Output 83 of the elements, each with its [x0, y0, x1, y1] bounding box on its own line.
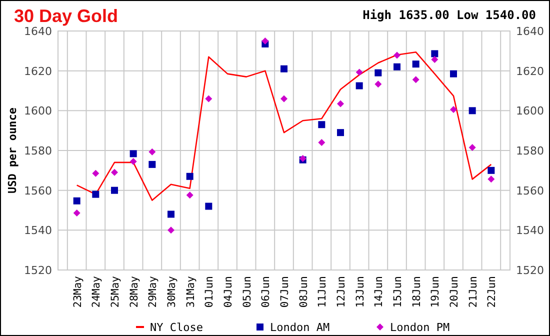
- x-tick-label: 08Jun: [298, 276, 310, 308]
- point: [111, 168, 118, 176]
- point: [92, 190, 100, 198]
- point: [205, 95, 212, 102]
- x-tick-label: 01Jun: [204, 276, 216, 308]
- x-tick-label: 06Jun: [260, 276, 272, 308]
- point: [130, 158, 137, 165]
- x-tick-label: 25May: [110, 276, 122, 308]
- x-tick-label: 29May: [147, 276, 160, 308]
- point: [280, 95, 288, 102]
- point: [73, 210, 80, 217]
- y2-tick-label: 1640: [516, 25, 544, 38]
- legend-label: London AM: [270, 321, 330, 334]
- point: [318, 139, 326, 146]
- chart-title: 30 Day Gold: [14, 6, 118, 26]
- point: [488, 176, 495, 183]
- x-tick-label: 30May: [166, 276, 178, 308]
- point: [111, 186, 118, 194]
- x-tick-label: 14Jun: [373, 276, 386, 308]
- legend-label: NY Close: [150, 321, 203, 334]
- point: [374, 69, 382, 76]
- point: [130, 150, 137, 158]
- y-tick-label: 1580: [24, 144, 52, 158]
- y2-tick-label: 1600: [516, 104, 544, 118]
- point: [374, 80, 382, 88]
- y-tick-label: 1540: [24, 224, 52, 238]
- x-tick-label: 13Jun: [354, 276, 366, 308]
- point: [280, 65, 288, 72]
- line-series: [76, 51, 492, 201]
- point: [337, 100, 344, 108]
- y2-tick-label: 1520: [516, 264, 544, 277]
- point: [337, 129, 344, 136]
- point: [356, 68, 363, 76]
- x-tick-label: 24May: [90, 276, 103, 308]
- point: [394, 63, 400, 70]
- chart-subtitle: High 1635.00 Low 1540.00: [362, 8, 536, 22]
- x-tick-label: 22Jun: [486, 276, 498, 308]
- y-axis-title: USD per ounce: [6, 107, 19, 194]
- point: [168, 210, 174, 218]
- point: [205, 202, 212, 210]
- x-tick-label: 31May: [184, 276, 197, 308]
- point: [450, 106, 457, 113]
- x-tick-label: 07Jun: [279, 276, 291, 308]
- legend-label: London PM: [390, 321, 450, 334]
- y2-tick-label: 1580: [516, 144, 544, 158]
- point: [450, 70, 457, 78]
- point: [356, 82, 363, 90]
- point: [394, 52, 400, 59]
- point: [186, 172, 194, 180]
- point: [468, 107, 476, 114]
- point: [412, 76, 420, 84]
- x-tick-label: 05Jun: [241, 276, 254, 308]
- y-tick-label: 1600: [24, 104, 52, 118]
- x-tick-label: 04Jun: [222, 276, 234, 308]
- point: [431, 50, 438, 58]
- y-tick-label: 1620: [24, 64, 52, 78]
- x-tick-label: 15Jun: [392, 276, 404, 308]
- point: [148, 160, 156, 168]
- y2-tick-label: 1620: [516, 64, 544, 78]
- x-tick-label: 19Jun: [430, 276, 442, 308]
- point: [92, 170, 100, 177]
- x-tick-label: 20Jun: [448, 276, 460, 308]
- point: [412, 60, 420, 68]
- point: [488, 166, 495, 174]
- y-tick-label: 1520: [24, 264, 52, 277]
- x-tick-label: 23May: [72, 276, 84, 308]
- x-tick-label: 12Jun: [336, 276, 348, 308]
- point: [318, 121, 326, 128]
- y2-tick-label: 1560: [516, 184, 544, 198]
- x-tick-label: 11Jun: [316, 276, 329, 308]
- x-tick-label: 18Jun: [410, 276, 423, 308]
- point: [468, 144, 476, 152]
- x-tick-label: 21Jun: [467, 276, 480, 308]
- point: [186, 192, 194, 199]
- y-tick-label: 1560: [24, 184, 52, 198]
- y-tick-label: 1640: [24, 25, 52, 38]
- point: [262, 37, 269, 44]
- point: [431, 56, 438, 63]
- x-tick-label: 28May: [128, 276, 140, 308]
- point: [73, 197, 80, 204]
- point: [148, 148, 156, 156]
- y2-tick-label: 1540: [516, 224, 544, 238]
- point: [168, 226, 174, 234]
